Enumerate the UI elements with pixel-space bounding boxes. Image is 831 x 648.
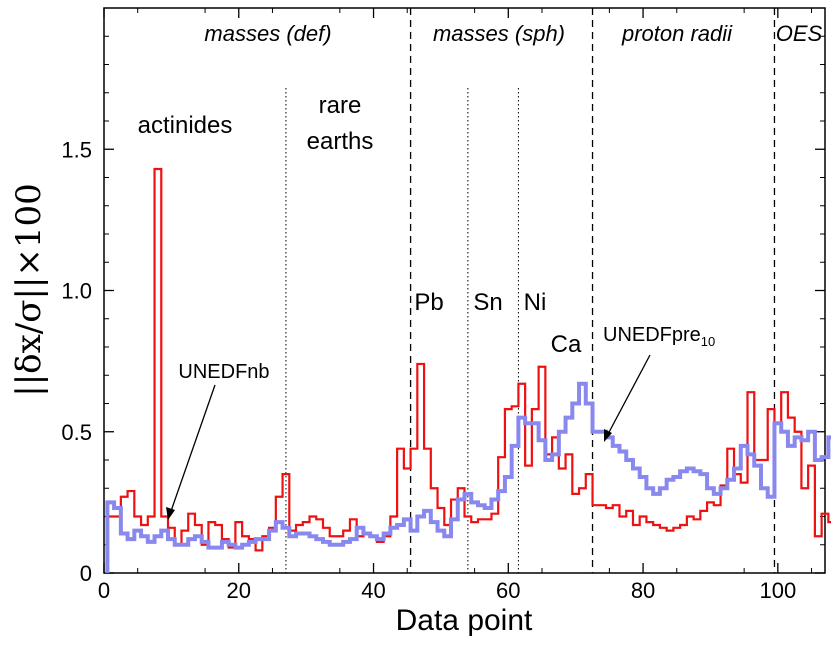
y-tick-label-0: 0 <box>80 561 92 586</box>
annotation-earths: earths <box>307 128 374 155</box>
y-tick-label-1: 0.5 <box>61 420 92 445</box>
x-tick-label-100: 100 <box>759 578 796 603</box>
annotation-actinides: actinides <box>138 112 233 139</box>
x-tick-label-40: 40 <box>361 578 385 603</box>
x-tick-label-60: 60 <box>496 578 520 603</box>
region-label-proton-radii: proton radii <box>621 21 733 46</box>
axis-ticks: 0 20 40 60 80 100 0 0.5 1.0 1.5 <box>61 8 825 603</box>
annotation-unedfpre: UNEDFpre10 <box>603 324 715 349</box>
region-label-oes: OES <box>776 21 823 46</box>
region-label-masses-def: masses (def) <box>204 21 331 46</box>
annotation-pb: Pb <box>414 289 443 316</box>
series-group <box>105 167 831 573</box>
series-unedfpre10 <box>105 381 831 573</box>
annotation-unedfpre-sub: 10 <box>701 334 715 349</box>
annotation-sn: Sn <box>473 289 502 316</box>
x-tick-label-80: 80 <box>631 578 655 603</box>
arrow-unedfpre <box>604 354 651 442</box>
y-axis-title: ||δx/σ||×100 <box>9 183 49 397</box>
annotation-ni: Ni <box>524 289 547 316</box>
x-tick-label-20: 20 <box>227 578 251 603</box>
x-axis-title: Data point <box>396 604 533 637</box>
x-tick-label-0: 0 <box>98 578 110 603</box>
annotation-rare: rare <box>319 92 362 119</box>
y-tick-label-2: 1.0 <box>61 279 92 304</box>
arrow-unedfnb <box>166 384 216 520</box>
annotation-unedfnb: UNEDFnb <box>178 361 269 383</box>
region-label-masses-sph: masses (sph) <box>433 21 565 46</box>
annotation-ca: Ca <box>551 331 582 358</box>
annotation-unedfpre-main: UNEDFpre <box>603 324 701 346</box>
y-tick-label-3: 1.5 <box>61 137 92 162</box>
